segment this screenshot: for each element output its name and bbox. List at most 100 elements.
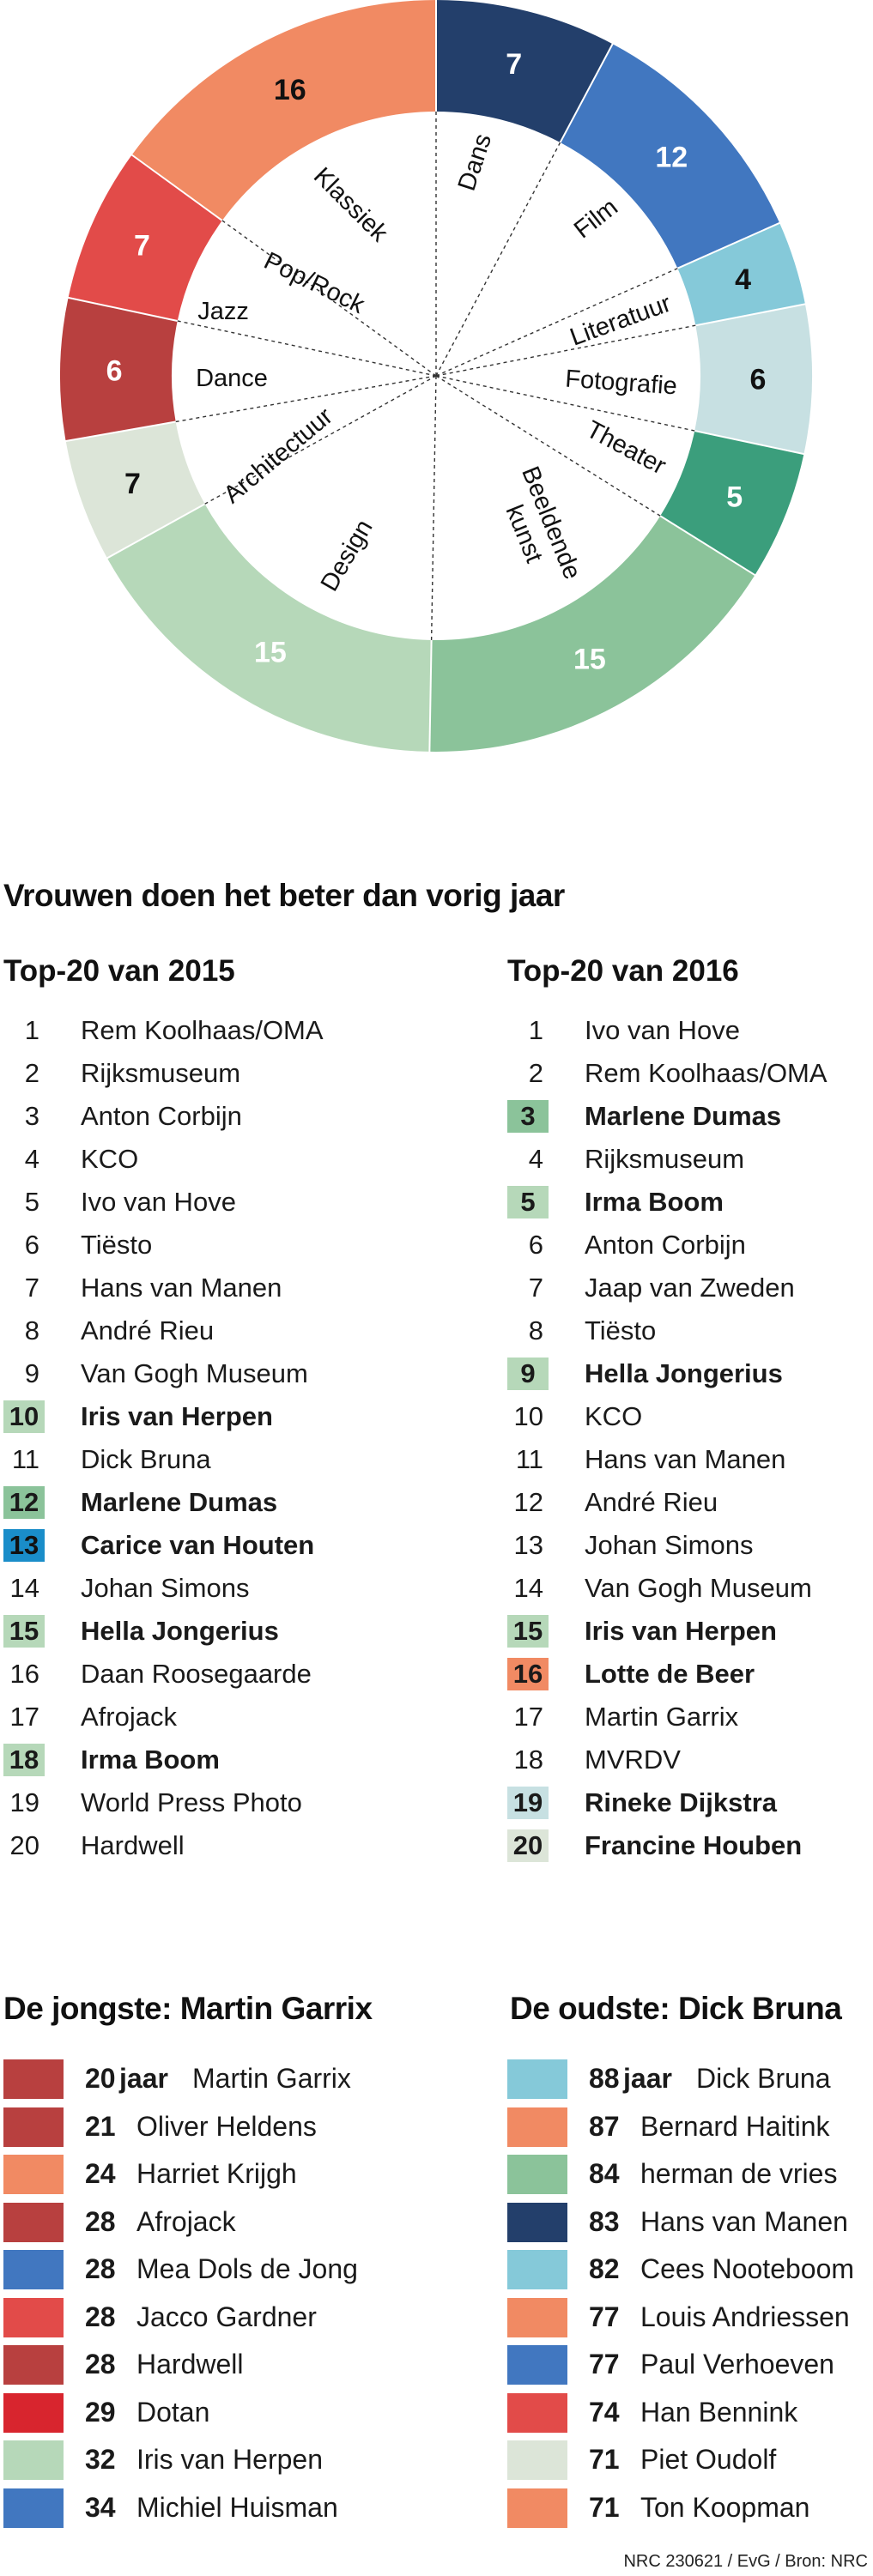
donut-segment-11 <box>68 154 222 321</box>
person-name: Louis Andriessen <box>640 2301 850 2332</box>
rank-name: Lotte de Beer <box>585 1659 755 1689</box>
rank-number: 19 <box>507 1787 549 1819</box>
rank-row: 11 Hans van Manen <box>507 1438 868 1481</box>
rank-name: KCO <box>81 1144 139 1174</box>
donut-divider-6 <box>435 375 661 517</box>
rank-number: 3 <box>24 1101 39 1131</box>
age-value: 77 <box>589 2349 620 2379</box>
age-value: 24 <box>85 2158 116 2189</box>
rank-row: 8 Tiësto <box>507 1309 868 1352</box>
rank-row: 6 Tiësto <box>3 1224 415 1267</box>
rank-name: Tiësto <box>81 1230 153 1260</box>
rank-name: Rem Koolhaas/OMA <box>81 1015 324 1045</box>
rank-number: 4 <box>24 1144 39 1174</box>
rank-row: 1 Rem Koolhaas/OMA <box>3 1009 415 1052</box>
section-title: Vrouwen doen het beter dan vorig jaar <box>3 878 565 913</box>
rank-row: 10 KCO <box>507 1395 868 1438</box>
ranking-list-2016: 1 Ivo van Hove 2 Rem Koolhaas/OMA 3 Marlene D… <box>507 1009 868 1867</box>
age-value: 84 <box>589 2158 620 2189</box>
donut-category-label-2: Film <box>569 193 623 244</box>
person-name: Bernard Haitink <box>640 2110 830 2142</box>
rank-row: 14 Van Gogh Museum <box>507 1567 868 1610</box>
rank-row: 9 Van Gogh Museum <box>3 1352 415 1395</box>
rank-name: Hardwell <box>81 1830 185 1860</box>
rank-number: 7 <box>24 1273 39 1303</box>
rank-number: 10 <box>3 1400 45 1433</box>
rank-name: MVRDV <box>585 1745 681 1775</box>
age-value: 28 <box>85 2301 116 2332</box>
category-swatch <box>507 2059 567 2099</box>
donut-category-label-3: Literatuur <box>567 289 675 351</box>
rank-number: 13 <box>513 1530 543 1560</box>
rank-number: 19 <box>9 1787 39 1817</box>
rank-row: 20 Francine Houben <box>507 1824 868 1867</box>
rank-name: Hans van Manen <box>81 1273 282 1303</box>
donut-category-label-7: Design <box>316 515 379 596</box>
rank-row: 5 Irma Boom <box>507 1181 868 1224</box>
oldest-list: 88 jaar Dick Bruna 87 Bernard Haitink 84 herma… <box>507 2054 868 2531</box>
oldest-title: De oudste: Dick Bruna <box>510 1991 842 2026</box>
rank-row: 16 Daan Roosegaarde <box>3 1653 415 1696</box>
person-name: Paul Verhoeven <box>640 2349 834 2379</box>
age-value: 28 <box>85 2349 116 2379</box>
donut-category-label-11: Pop/Rock <box>259 247 368 319</box>
rank-row: 19 Rineke Dijkstra <box>507 1781 868 1824</box>
donut-category-label-4: Fotografie <box>564 366 677 401</box>
rank-row: 3 Anton Corbijn <box>3 1095 415 1138</box>
category-swatch <box>507 2250 567 2289</box>
rank-name: KCO <box>585 1401 643 1431</box>
person-name: Han Bennink <box>640 2396 798 2428</box>
age-value: 88 <box>589 2063 620 2094</box>
source-credit: NRC 230621 / EvG / Bron: NRC <box>623 2552 868 2571</box>
rank-name: Afrojack <box>81 1702 177 1732</box>
youngest-title: De jongste: Martin Garrix <box>3 1991 373 2026</box>
rank-name: Johan Simons <box>585 1530 754 1560</box>
age-row: 77 Louis Andriessen <box>507 2293 868 2341</box>
rank-number: 18 <box>513 1745 543 1775</box>
rank-number: 16 <box>507 1658 549 1690</box>
donut-value-4: 6 <box>750 363 767 396</box>
rank-name: Van Gogh Museum <box>585 1573 812 1603</box>
rank-row: 4 KCO <box>3 1138 415 1181</box>
donut-category-label-10: Jazz <box>197 298 249 325</box>
rank-number: 4 <box>528 1144 543 1174</box>
age-unit: jaar <box>623 2063 672 2094</box>
rank-number: 6 <box>24 1230 39 1260</box>
age-value: 32 <box>85 2444 116 2475</box>
rank-number: 6 <box>528 1230 543 1260</box>
donut-separator-9 <box>64 420 176 443</box>
rank-row: 15 Hella Jongerius <box>3 1610 415 1653</box>
donut-value-8: 7 <box>124 468 141 500</box>
donut-segment-1 <box>436 0 613 143</box>
category-swatch <box>3 2155 64 2194</box>
rank-number: 11 <box>515 1444 543 1474</box>
rank-number: 18 <box>3 1744 45 1776</box>
age-row: 24 Harriet Krijgh <box>3 2150 407 2198</box>
category-swatch <box>507 2392 567 2433</box>
rank-name: Anton Corbijn <box>81 1101 242 1131</box>
rank-name: Jaap van Zweden <box>585 1273 795 1303</box>
rank-name: Hella Jongerius <box>585 1358 783 1388</box>
column-title-2015: Top-20 van 2015 <box>3 954 235 988</box>
age-row: 88 jaar Dick Bruna <box>507 2054 868 2102</box>
rank-row: 2 Rijksmuseum <box>3 1052 415 1095</box>
donut-category-label-1: Dans <box>453 130 497 194</box>
rank-row: 3 Marlene Dumas <box>507 1095 868 1138</box>
rank-name: Ivo van Hove <box>81 1187 236 1217</box>
category-swatch <box>3 2297 64 2337</box>
category-swatch <box>3 2392 64 2433</box>
rank-name: Rineke Dijkstra <box>585 1787 777 1817</box>
person-name: Dotan <box>136 2396 210 2428</box>
rank-number: 2 <box>528 1058 543 1088</box>
category-swatch <box>507 2345 567 2385</box>
person-name: Ton Koopman <box>640 2491 810 2523</box>
rank-row: 17 Afrojack <box>3 1696 415 1738</box>
rank-row: 13 Johan Simons <box>507 1524 868 1567</box>
donut-separator-8 <box>105 503 206 560</box>
rank-number: 5 <box>507 1186 549 1218</box>
age-row: 82 Cees Nooteboom <box>507 2245 868 2293</box>
donut-segment-12 <box>131 0 436 221</box>
category-swatch <box>507 2488 567 2528</box>
person-name: Hardwell <box>136 2349 244 2379</box>
age-row: 28 Mea Dols de Jong <box>3 2245 407 2293</box>
